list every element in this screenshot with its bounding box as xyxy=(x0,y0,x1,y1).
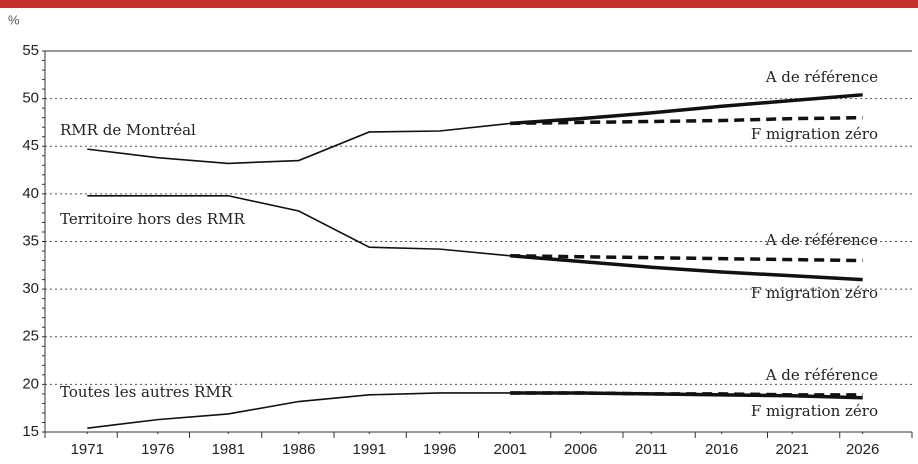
series-label: F migration zéro xyxy=(751,125,878,143)
series-label: RMR de Montréal xyxy=(60,121,196,139)
series-label: A de référence xyxy=(765,231,878,249)
y-unit: % xyxy=(8,12,20,27)
x-tick-label: 1991 xyxy=(353,441,386,458)
x-tick-label: 2016 xyxy=(705,441,738,458)
x-tick-label: 2011 xyxy=(635,441,667,458)
x-tick-label: 1971 xyxy=(71,441,104,458)
x-tick-label: 1976 xyxy=(141,441,174,458)
x-tick-label: 2021 xyxy=(775,441,808,458)
series-line xyxy=(510,115,863,126)
series-label: F migration zéro xyxy=(751,402,878,420)
y-tick-label: 20 xyxy=(22,375,39,392)
series-line xyxy=(87,194,511,257)
x-tick-label: 1981 xyxy=(212,441,245,458)
series-line xyxy=(510,254,863,282)
y-tick-label: 40 xyxy=(22,185,39,202)
series-label: Territoire hors des RMR xyxy=(60,210,245,228)
series-line xyxy=(510,391,863,397)
series-line xyxy=(87,122,511,165)
y-tick-label: 25 xyxy=(22,328,39,345)
header-bar xyxy=(0,0,918,8)
y-tick-label: 30 xyxy=(22,280,39,297)
x-tick-label: 2006 xyxy=(564,441,597,458)
y-tick-label: 35 xyxy=(22,232,39,249)
y-tick-label: 50 xyxy=(22,90,39,107)
y-tick-label: 15 xyxy=(22,423,39,440)
y-tick-label: 55 xyxy=(22,42,39,59)
series-label: A de référence xyxy=(765,68,878,86)
x-tick-label: 2001 xyxy=(494,441,527,458)
series-label: F migration zéro xyxy=(751,284,878,302)
series-label: Toutes les autres RMR xyxy=(60,383,233,401)
x-tick-label: 2026 xyxy=(846,441,879,458)
series-label: A de référence xyxy=(765,366,878,384)
x-tick-label: 1986 xyxy=(282,441,315,458)
series-line xyxy=(510,254,863,263)
x-tick-label: 1996 xyxy=(423,441,456,458)
series-line xyxy=(87,392,511,429)
series-line xyxy=(510,93,863,126)
y-tick-label: 45 xyxy=(22,137,39,154)
